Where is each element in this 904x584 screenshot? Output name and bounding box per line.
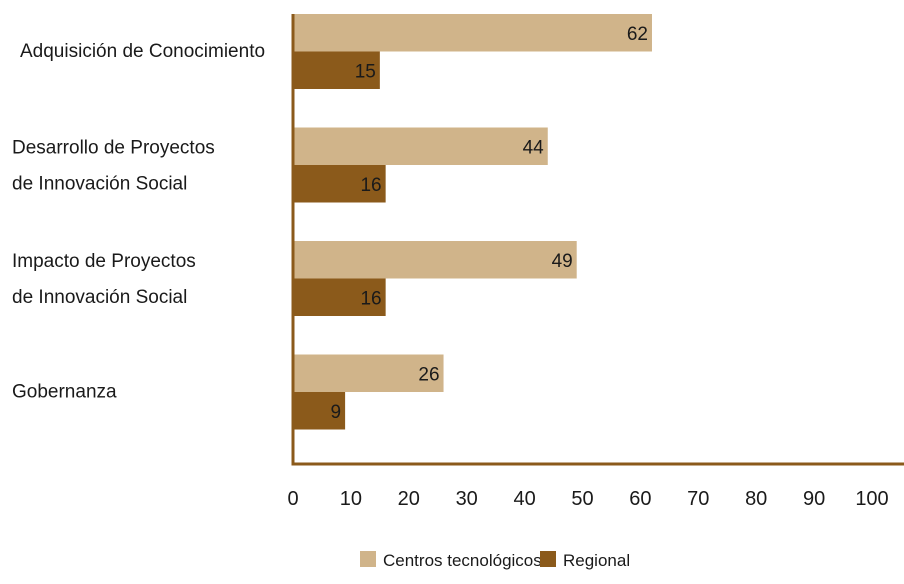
category-label-1-line-1: de Innovación Social bbox=[12, 174, 187, 195]
category-label-1-line-0: Desarrollo de Proyectos bbox=[12, 138, 215, 159]
bar-regional-0 bbox=[294, 51, 380, 89]
axes bbox=[291, 14, 904, 466]
x-tick-label-60: 60 bbox=[629, 488, 651, 510]
x-tick-label-30: 30 bbox=[456, 488, 478, 510]
category-label-3: Gobernanza bbox=[12, 382, 117, 403]
data-label-centros-2: 49 bbox=[552, 251, 573, 272]
category-labels: Adquisición de Conocimiento Desarrollo de… bbox=[12, 41, 265, 403]
data-label-regional-1: 16 bbox=[360, 175, 381, 196]
x-tick-label-100: 100 bbox=[855, 488, 888, 510]
x-tick-labels: 0 10 20 30 40 50 60 70 80 90 100 bbox=[287, 488, 888, 510]
bar-centros-2 bbox=[294, 241, 577, 279]
x-tick-label-20: 20 bbox=[398, 488, 420, 510]
x-tick-label-10: 10 bbox=[340, 488, 362, 510]
legend-swatch-centros bbox=[360, 551, 376, 567]
x-tick-label-40: 40 bbox=[513, 488, 535, 510]
bar-regional-2 bbox=[294, 278, 386, 316]
bar-centros-3 bbox=[294, 354, 444, 392]
data-label-regional-0: 15 bbox=[355, 61, 376, 82]
legend-label-centros: Centros tecnológicos bbox=[383, 551, 542, 570]
category-label-2-line-1: de Innovación Social bbox=[12, 287, 187, 308]
x-tick-label-70: 70 bbox=[687, 488, 709, 510]
x-tick-label-50: 50 bbox=[571, 488, 593, 510]
legend-swatch-regional bbox=[540, 551, 556, 567]
legend: Centros tecnológicos Regional bbox=[360, 551, 630, 570]
x-tick-label-80: 80 bbox=[745, 488, 767, 510]
x-tick-label-90: 90 bbox=[803, 488, 825, 510]
data-label-centros-3: 26 bbox=[418, 364, 439, 385]
bar-regional-3 bbox=[294, 392, 346, 430]
category-label-0: Adquisición de Conocimiento bbox=[20, 41, 265, 62]
data-label-regional-3: 9 bbox=[331, 402, 342, 423]
category-label-2-line-0: Impacto de Proyectos bbox=[12, 251, 196, 272]
data-label-centros-1: 44 bbox=[523, 137, 545, 158]
x-tick-label-0: 0 bbox=[287, 488, 298, 510]
bars-layer: 62 15 44 16 49 16 26 9 bbox=[294, 14, 652, 430]
data-label-regional-2: 16 bbox=[360, 288, 381, 309]
bar-centros-0 bbox=[294, 14, 652, 52]
legend-label-regional: Regional bbox=[563, 551, 630, 570]
bar-centros-1 bbox=[294, 127, 548, 165]
data-label-centros-0: 62 bbox=[627, 24, 648, 45]
bar-regional-1 bbox=[294, 165, 386, 203]
